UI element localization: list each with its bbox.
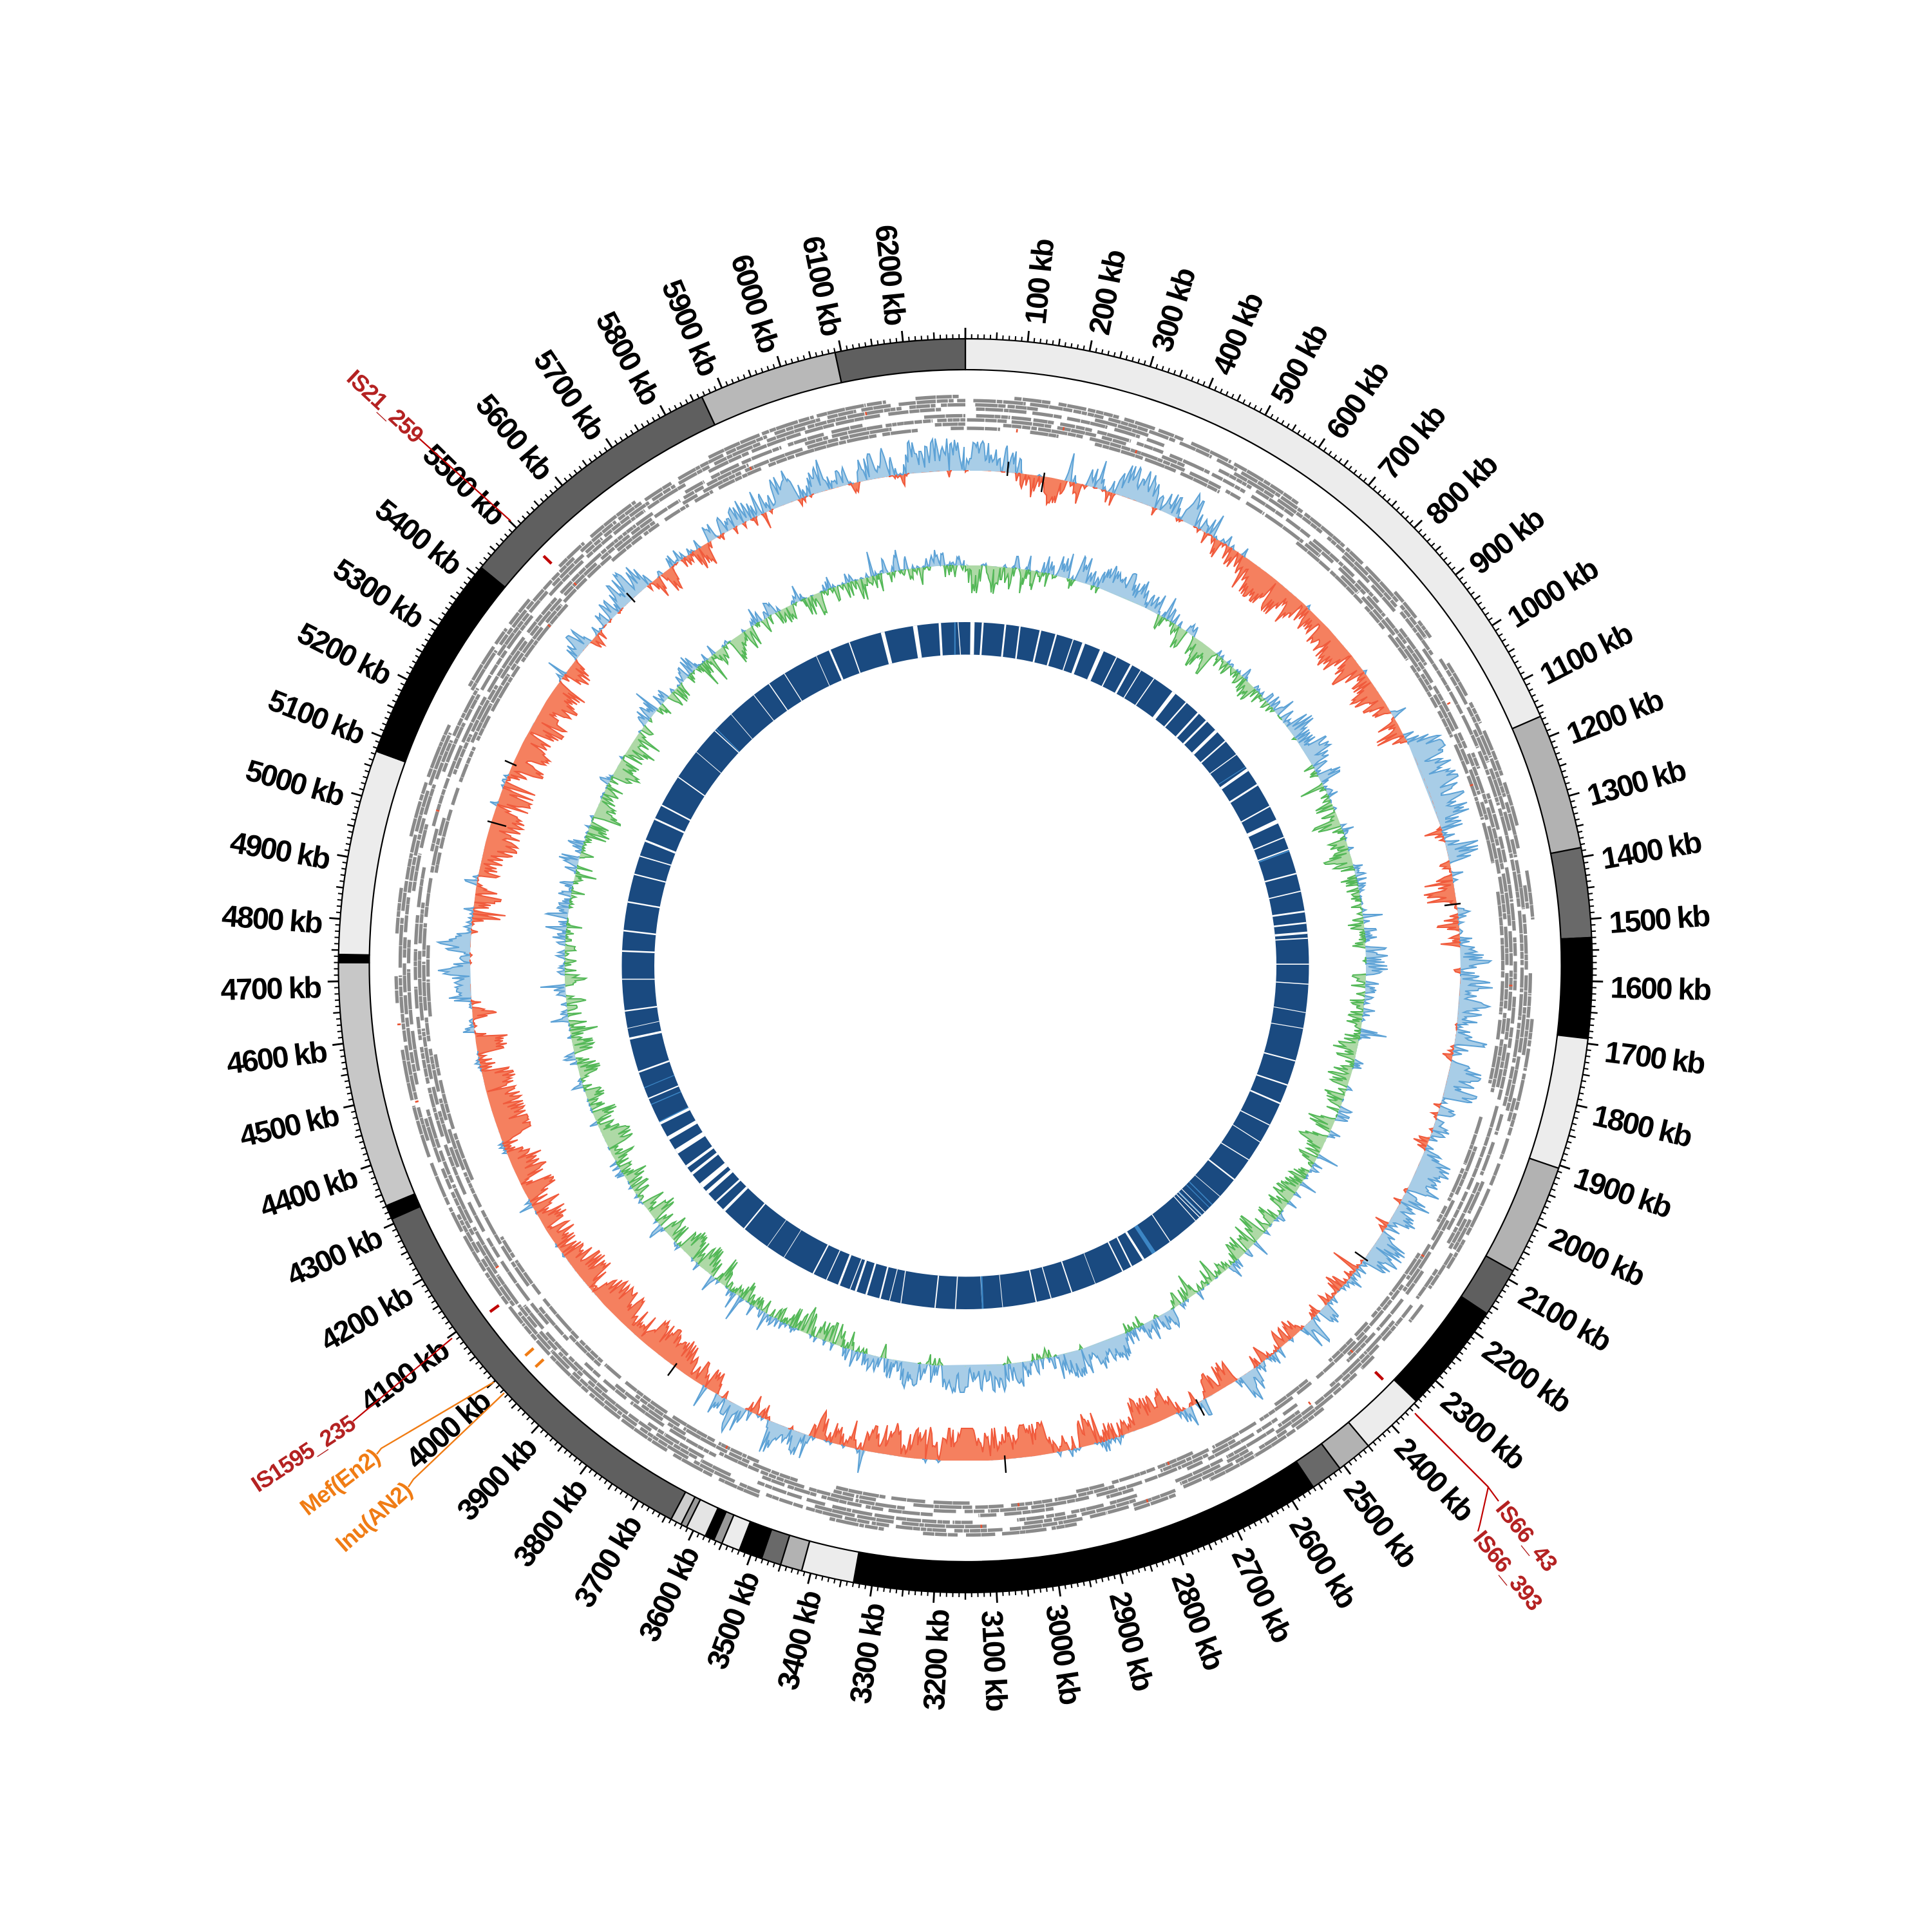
svg-text:3100 kb: 3100 kb: [975, 1609, 1014, 1711]
svg-text:4700 kb: 4700 kb: [220, 970, 321, 1007]
svg-text:4800 kb: 4800 kb: [221, 898, 323, 940]
svg-text:1500 kb: 1500 kb: [1608, 898, 1710, 940]
svg-text:3200 kb: 3200 kb: [916, 1609, 956, 1711]
svg-text:1600 kb: 1600 kb: [1610, 970, 1711, 1007]
svg-text:100 kb: 100 kb: [1018, 238, 1061, 326]
